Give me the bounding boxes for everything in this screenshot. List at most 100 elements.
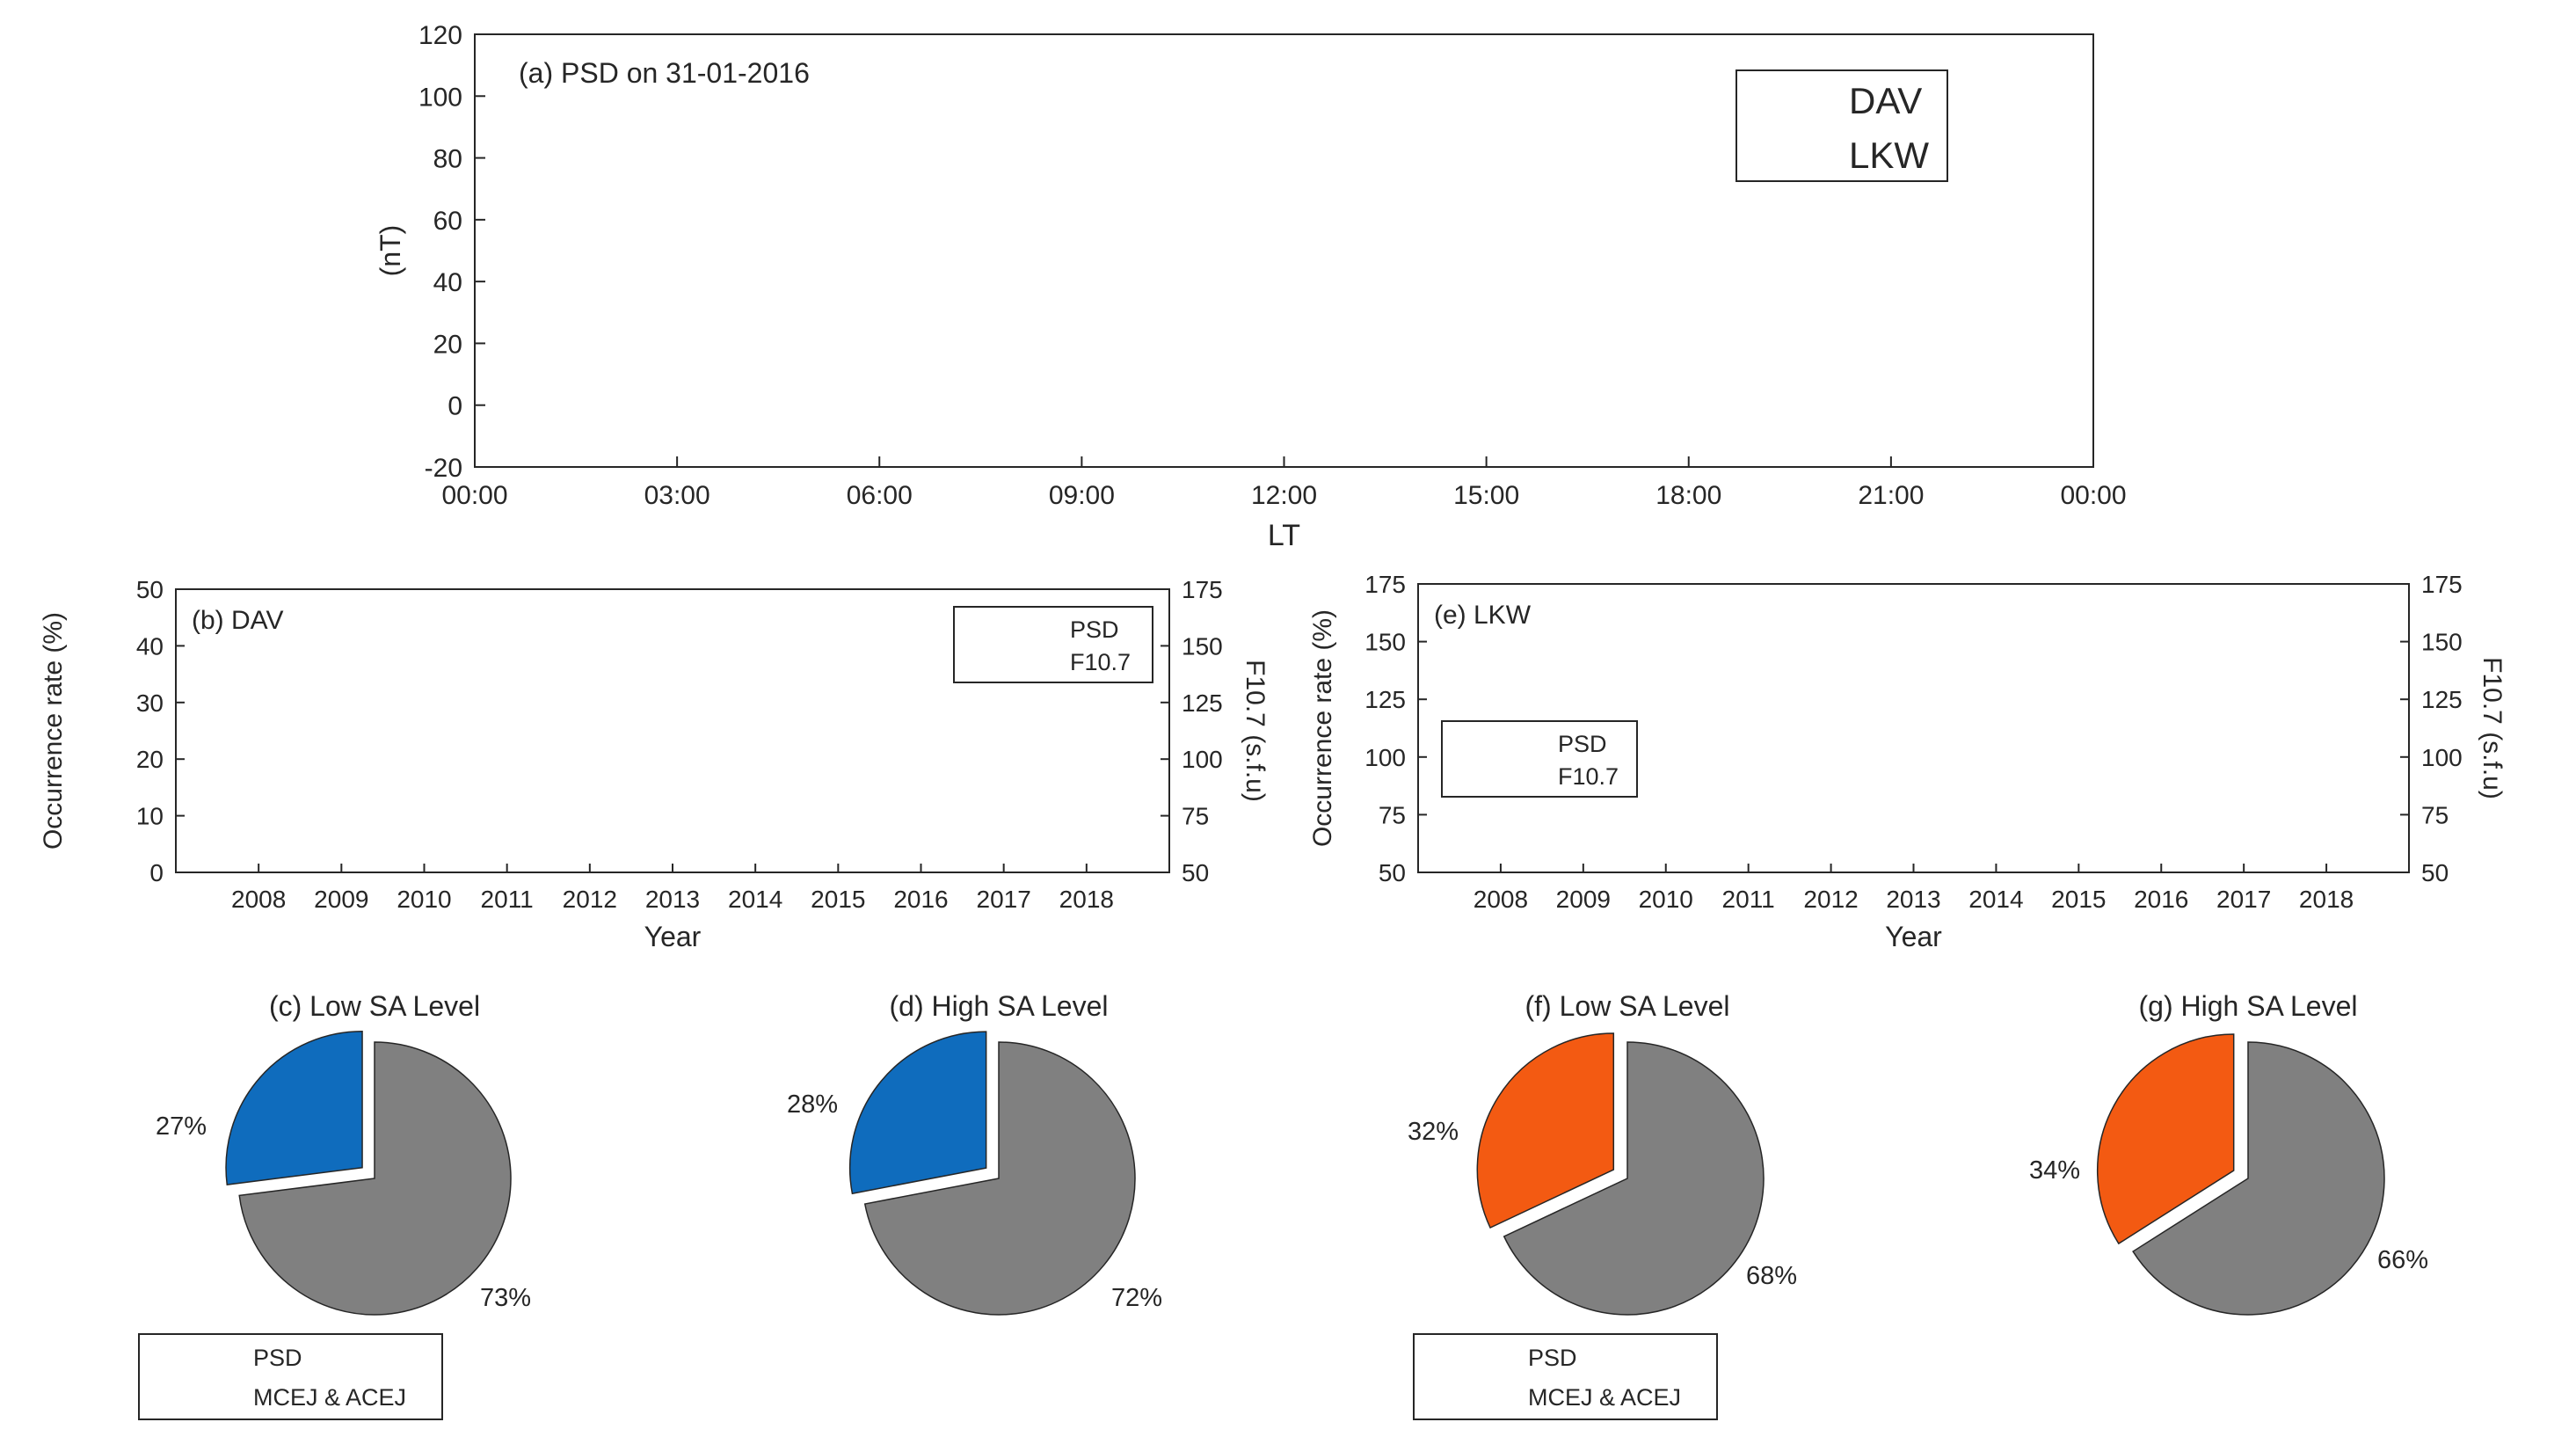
legend-label-dav: DAV: [1849, 80, 1922, 121]
legend-label-f107-e: F10.7: [1558, 763, 1619, 790]
x-axis-label-b: Year: [644, 921, 702, 952]
y2-tick-label-b: 50: [1182, 859, 1209, 886]
chart-title-e: (e) LKW: [1434, 601, 1532, 630]
x-tick-label-e: 2010: [1639, 886, 1693, 913]
pie-label-psd-g: 34%: [2029, 1156, 2080, 1185]
pie-title-c: (c) Low SA Level: [269, 990, 480, 1022]
x-tick-label-a: 06:00: [847, 481, 913, 510]
y2-tick-label-e: 125: [2421, 686, 2463, 713]
y-tick-label-a: -20: [425, 454, 462, 483]
x-tick-label-b: 2013: [645, 886, 700, 913]
y-tick-label-b: 0: [149, 859, 164, 886]
y-tick-label-b: 30: [136, 689, 164, 717]
x-tick-label-b: 2009: [314, 886, 368, 913]
y-tick-label-b: 20: [136, 746, 164, 773]
x-tick-label-b: 2016: [893, 886, 948, 913]
x-tick-label-b: 2014: [728, 886, 782, 913]
x-tick-label-a: 15:00: [1453, 481, 1519, 510]
x-tick-label-b: 2018: [1059, 886, 1114, 913]
pie-slice-other-g: [2132, 1041, 2385, 1316]
y2-tick-label-e: 100: [2421, 744, 2463, 771]
legend-label-f107-b: F10.7: [1070, 649, 1131, 675]
x-tick-label-a: 21:00: [1858, 481, 1924, 510]
axes-box-a: [474, 33, 2094, 468]
pie-legend-box-lkw: [1413, 1333, 1718, 1420]
text-layer: 00:00 03:00 06:00 09:00 12:00 15:00 18:00 21:00…: [39, 21, 2507, 1411]
x-tick-label-a: 12:00: [1251, 481, 1317, 510]
y-tick-label-b: 50: [136, 576, 164, 603]
y-tick-label-a: 60: [433, 207, 462, 236]
y2-tick-label-b: 175: [1182, 576, 1223, 603]
pie-label-other-d: 72%: [1111, 1284, 1162, 1312]
chart-title-a: (a) PSD on 31-01-2016: [519, 57, 810, 89]
y2-tick-label-b: 100: [1182, 746, 1223, 773]
y-axis-label-a: (nT): [375, 225, 406, 277]
y2-tick-label-e: 175: [2421, 571, 2463, 598]
pie-legend-label-psd-lkw: PSD: [1528, 1345, 1577, 1371]
y-tick-label-a: 40: [433, 268, 462, 297]
chart-title-b: (b) DAV: [192, 606, 283, 635]
y-tick-label-e: 50: [1379, 859, 1406, 886]
legend-box-e: [1441, 720, 1638, 798]
pie-label-psd-c: 27%: [156, 1112, 207, 1141]
y-tick-label-e: 150: [1364, 629, 1406, 656]
x-tick-label-e: 2009: [1556, 886, 1611, 913]
y-tick-label-a: 0: [448, 392, 462, 421]
x-tick-label-b: 2015: [811, 886, 865, 913]
legend-label-lkw: LKW: [1849, 135, 1929, 176]
pie-slice-other-c: [238, 1041, 512, 1316]
legend-box-b: [953, 606, 1153, 683]
pie-legend-label-other-dav: MCEJ & ACEJ: [253, 1384, 406, 1411]
y2-axis-label-e: F10.7 (s.f.u): [2478, 657, 2507, 799]
x-tick-label-e: 2017: [2216, 886, 2271, 913]
y-tick-label-e: 125: [1364, 686, 1406, 713]
pie-title-f: (f) Low SA Level: [1525, 990, 1730, 1022]
x-tick-label-e: 2014: [1968, 886, 2023, 913]
axes-layer: [138, 33, 2410, 1420]
x-tick-label-b: 2017: [977, 886, 1031, 913]
pie-slice-other-d: [863, 1041, 1136, 1316]
y-tick-label-a: 80: [433, 145, 462, 174]
pie-label-other-f: 68%: [1746, 1262, 1797, 1290]
pie-label-psd-f: 32%: [1408, 1118, 1459, 1146]
x-tick-label-e: 2016: [2134, 886, 2188, 913]
x-tick-label-e: 2015: [2051, 886, 2106, 913]
y-tick-label-e: 100: [1364, 744, 1406, 771]
y-tick-label-e: 75: [1379, 801, 1406, 828]
y-tick-label-b: 10: [136, 803, 164, 830]
x-tick-label-a: 00:00: [441, 481, 507, 510]
x-tick-label-e: 2012: [1803, 886, 1858, 913]
pie-legend-box-dav: [138, 1333, 443, 1420]
y2-tick-label-e: 75: [2421, 801, 2449, 828]
y2-tick-label-b: 125: [1182, 689, 1223, 717]
x-tick-label-b: 2012: [563, 886, 617, 913]
x-tick-label-a: 03:00: [644, 481, 710, 510]
x-tick-label-e: 2008: [1474, 886, 1528, 913]
x-tick-label-a: 18:00: [1655, 481, 1721, 510]
pie-title-g: (g) High SA Level: [2138, 990, 2357, 1022]
x-axis-label-a: LT: [1268, 519, 1300, 552]
x-tick-label-b: 2011: [481, 886, 534, 913]
y-tick-label-a: 20: [433, 330, 462, 359]
y2-tick-label-b: 75: [1182, 803, 1209, 830]
pie-label-other-c: 73%: [480, 1284, 531, 1312]
pie-slice-psd-f: [1476, 1032, 1615, 1229]
pie-legend-label-psd-dav: PSD: [253, 1345, 302, 1371]
pie-legend-label-other-lkw: MCEJ & ACEJ: [1528, 1384, 1681, 1411]
x-tick-label-e: 2011: [1722, 886, 1775, 913]
legend-box-a: [1736, 69, 1948, 182]
y2-axis-label-b: F10.7 (s.f.u): [1241, 660, 1270, 802]
y-tick-label-a: 100: [418, 83, 462, 112]
y-tick-label-a: 120: [418, 21, 462, 50]
y2-tick-label-e: 150: [2421, 629, 2463, 656]
legend-label-psd-e: PSD: [1558, 731, 1607, 757]
x-axis-label-e: Year: [1885, 921, 1942, 952]
legend-label-psd-b: PSD: [1070, 616, 1119, 643]
pie-slice-other-f: [1503, 1041, 1765, 1316]
y-tick-label-e: 175: [1364, 571, 1406, 598]
pie-label-psd-d: 28%: [787, 1090, 838, 1119]
pie-label-other-g: 66%: [2377, 1246, 2428, 1274]
x-tick-label-e: 2018: [2299, 886, 2354, 913]
pie-slice-psd-c: [225, 1030, 363, 1185]
